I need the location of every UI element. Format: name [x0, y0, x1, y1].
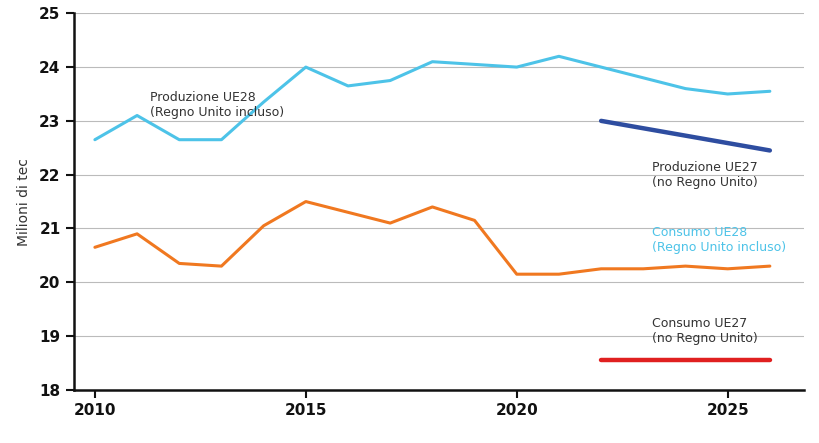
- Text: Consumo UE28
(Regno Unito incluso): Consumo UE28 (Regno Unito incluso): [651, 226, 785, 254]
- Text: Produzione UE27
(no Regno Unito): Produzione UE27 (no Regno Unito): [651, 161, 757, 189]
- Text: Produzione UE28
(Regno Unito incluso): Produzione UE28 (Regno Unito incluso): [150, 91, 283, 119]
- Text: Consumo UE27
(no Regno Unito): Consumo UE27 (no Regno Unito): [651, 317, 757, 345]
- Y-axis label: Milioni di tec: Milioni di tec: [16, 158, 31, 245]
